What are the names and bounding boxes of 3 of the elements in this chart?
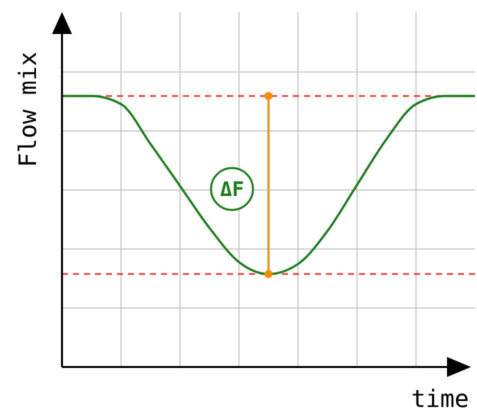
x-axis-title: time xyxy=(411,385,469,413)
y-axis-title: Flow mix xyxy=(14,52,42,168)
annotation: ΔF xyxy=(220,177,244,201)
